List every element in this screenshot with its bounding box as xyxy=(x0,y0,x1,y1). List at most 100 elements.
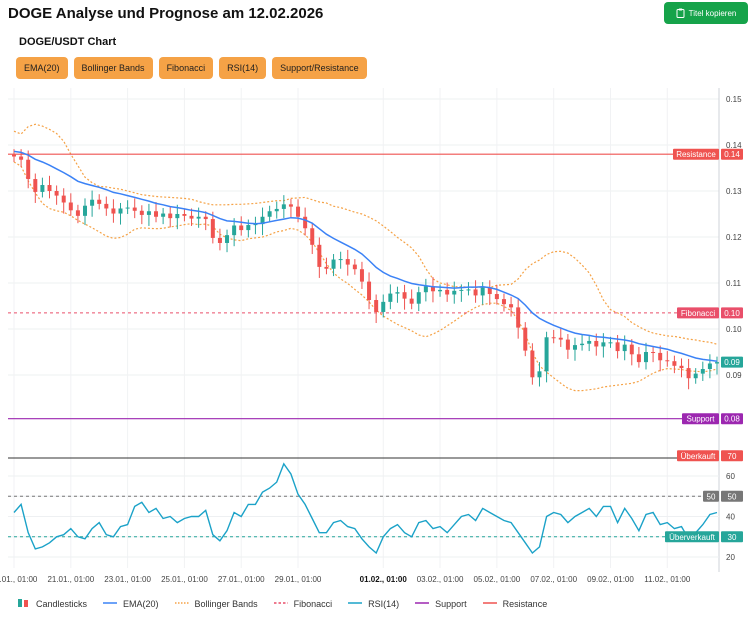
candle-body xyxy=(572,345,577,350)
candle-body xyxy=(111,208,116,214)
candle-body xyxy=(622,344,627,352)
candle-body xyxy=(530,350,535,378)
candle-body xyxy=(139,210,144,215)
chart-title: DOGE/USDT Chart xyxy=(19,36,117,48)
candle-body xyxy=(594,340,599,347)
copy-title-label: Titel kopieren xyxy=(688,8,737,18)
candle-body xyxy=(203,216,208,220)
legend-label: Resistance xyxy=(502,599,548,609)
legend-item-rsi-14[interactable]: RSI(14) xyxy=(348,598,399,610)
price-tick-label: 0.14 xyxy=(726,141,742,150)
legend-item-candlesticks[interactable]: Candlesticks xyxy=(16,598,87,610)
candle-body xyxy=(97,199,102,204)
x-tick-label: 05.02., 01:00 xyxy=(474,575,521,584)
overbought-value-tag-bg xyxy=(721,450,743,462)
overbought-label-tag-bg xyxy=(677,450,719,462)
x-tick-label: 09.02., 01:00 xyxy=(587,575,634,584)
rsi-tick-label: 40 xyxy=(726,513,735,522)
legend-swatch xyxy=(415,598,430,610)
x-tick-label: 19.01., 01:00 xyxy=(0,575,38,584)
candle-body xyxy=(246,225,251,231)
rsi-tick-label: 60 xyxy=(726,472,735,481)
candle-body xyxy=(558,337,563,340)
legend-label: Candlesticks xyxy=(36,599,88,609)
candle-body xyxy=(686,368,691,379)
candle-body xyxy=(296,206,301,217)
candle-body xyxy=(288,204,293,207)
candle-body xyxy=(267,211,272,217)
candle-body xyxy=(516,307,521,328)
x-tick-label: 11.02., 01:00 xyxy=(644,575,691,584)
candle-body xyxy=(565,339,570,350)
legend-label: EMA(20) xyxy=(123,599,159,609)
midline-value-left-tag-bg xyxy=(703,490,719,502)
last-price-tag-bg xyxy=(721,356,743,368)
candle-body xyxy=(679,365,684,369)
candle-body xyxy=(161,213,166,217)
candle-body xyxy=(643,352,648,363)
candle-body xyxy=(40,185,45,192)
legend-label: Fibonacci xyxy=(293,599,333,609)
overbought-value-tag: 70 xyxy=(728,452,737,461)
legend-item-support[interactable]: Support xyxy=(415,598,467,610)
candle-body xyxy=(90,199,95,206)
toggle-fibonacci[interactable]: Fibonacci xyxy=(158,57,214,79)
candle-body xyxy=(33,179,38,192)
candle-body xyxy=(175,214,180,219)
x-tick-label: 25.01., 01:00 xyxy=(161,575,208,584)
x-tick-label: 01.02., 01:00 xyxy=(360,575,408,584)
candle-body xyxy=(210,219,215,238)
candle-body xyxy=(75,210,80,216)
indicator-toggles: EMA(20) Bollinger Bands Fibonacci RSI(14… xyxy=(16,57,367,79)
legend-swatch xyxy=(482,598,497,610)
resistance-value-tag: 0.14 xyxy=(724,150,740,159)
x-tick-label: 21.01., 01:00 xyxy=(47,575,94,584)
fibonacci-label-tag: Fibonacci xyxy=(681,309,715,318)
candle-body xyxy=(487,287,492,295)
oversold-value-tag: 30 xyxy=(728,533,737,542)
last-rsi-value-tag: 50 xyxy=(728,492,737,501)
candle-body xyxy=(700,369,705,374)
candle-body xyxy=(494,294,499,300)
legend-item-ema-20[interactable]: EMA(20) xyxy=(103,598,159,610)
oversold-value-tag-bg xyxy=(721,531,743,543)
candle-body xyxy=(132,207,137,211)
candle-body xyxy=(587,340,592,344)
candle-body xyxy=(260,216,265,225)
candle-body xyxy=(658,352,663,361)
support-label-tag-bg xyxy=(682,413,719,425)
candle-body xyxy=(345,259,350,265)
toggle-bollinger-bands[interactable]: Bollinger Bands xyxy=(73,57,153,79)
toggle-support-resistance[interactable]: Support/Resistance xyxy=(272,57,367,79)
candle-body xyxy=(352,264,357,270)
candle-body xyxy=(416,292,421,304)
copy-title-button[interactable]: Titel kopieren xyxy=(664,2,748,24)
legend-item-resistance[interactable]: Resistance xyxy=(482,598,548,610)
bollinger-upper-line xyxy=(13,123,718,345)
candle-body xyxy=(182,214,187,216)
legend-label: Bollinger Bands xyxy=(194,599,258,609)
candle-body xyxy=(423,286,428,293)
candle-body xyxy=(19,156,24,160)
candle-body xyxy=(47,185,52,191)
toggle-rsi[interactable]: RSI(14) xyxy=(219,57,267,79)
candle-body xyxy=(232,225,237,236)
candle-body xyxy=(26,159,31,180)
candle-body xyxy=(359,269,364,282)
oversold-label-tag-bg xyxy=(665,531,719,543)
legend-item-fibonacci[interactable]: Fibonacci xyxy=(273,598,333,610)
midline-value-left-tag: 50 xyxy=(707,492,716,501)
candle-body xyxy=(118,208,123,214)
price-chart[interactable]: 0.15 0.14 0.13 0.12 0.11 0.10 0.09 Resistance 0.… xyxy=(0,84,756,592)
candle-body xyxy=(665,360,670,362)
clipboard-icon xyxy=(676,8,685,18)
candle-body xyxy=(217,237,222,243)
x-tick-label: 29.01., 01:00 xyxy=(275,575,322,584)
candle-body xyxy=(629,344,634,355)
fibonacci-value-tag: 0.10 xyxy=(724,309,740,318)
toggle-ema[interactable]: EMA(20) xyxy=(16,57,68,79)
candle-body xyxy=(551,337,556,339)
candle-body xyxy=(601,342,606,347)
candle-body xyxy=(395,292,400,294)
legend-item-bollinger-bands[interactable]: Bollinger Bands xyxy=(174,598,258,610)
